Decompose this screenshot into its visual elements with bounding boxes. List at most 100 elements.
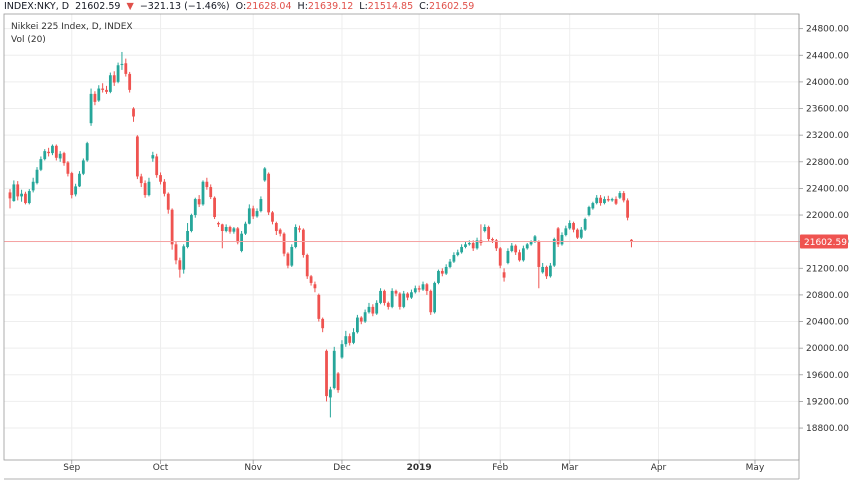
- candle[interactable]: [166, 192, 170, 214]
- candle[interactable]: [205, 177, 209, 190]
- candle[interactable]: [201, 180, 205, 206]
- candle[interactable]: [576, 228, 579, 239]
- candle[interactable]: [186, 223, 189, 249]
- candle[interactable]: [251, 205, 255, 220]
- candle[interactable]: [147, 177, 151, 197]
- candle[interactable]: [494, 238, 498, 251]
- candle[interactable]: [630, 239, 633, 248]
- candle[interactable]: [549, 262, 552, 278]
- candle[interactable]: [460, 244, 464, 254]
- candle[interactable]: [78, 171, 81, 188]
- candle[interactable]: [298, 225, 301, 233]
- candle[interactable]: [398, 292, 402, 310]
- candle[interactable]: [444, 264, 448, 275]
- candle[interactable]: [375, 300, 379, 315]
- y-axis[interactable]: 18800.00 19200.00 19600.00 20000.00 20400.00…: [799, 25, 849, 434]
- candle[interactable]: [8, 189, 12, 209]
- candle[interactable]: [587, 205, 591, 217]
- candle[interactable]: [506, 248, 510, 265]
- candle[interactable]: [332, 346, 336, 390]
- candle[interactable]: [614, 196, 618, 206]
- candle[interactable]: [518, 249, 521, 262]
- candle[interactable]: [595, 195, 599, 205]
- series-legend-title[interactable]: Nikkei 225 Index, D, INDEX: [11, 22, 133, 32]
- candle[interactable]: [491, 237, 494, 243]
- candle[interactable]: [568, 220, 572, 230]
- candle[interactable]: [247, 204, 251, 225]
- candle[interactable]: [383, 289, 386, 306]
- candle[interactable]: [572, 221, 575, 233]
- candle[interactable]: [475, 237, 479, 250]
- candle[interactable]: [545, 265, 548, 279]
- candle[interactable]: [413, 285, 417, 294]
- candle[interactable]: [483, 224, 487, 233]
- candle-series[interactable]: [8, 51, 633, 418]
- candle[interactable]: [626, 198, 629, 221]
- candle[interactable]: [108, 72, 112, 94]
- candle[interactable]: [124, 58, 128, 77]
- candle[interactable]: [433, 281, 436, 314]
- candle[interactable]: [112, 71, 116, 86]
- candle[interactable]: [43, 149, 47, 161]
- candle[interactable]: [213, 196, 216, 220]
- candle[interactable]: [525, 242, 529, 250]
- candle[interactable]: [622, 191, 626, 203]
- candle[interactable]: [170, 208, 174, 250]
- candle[interactable]: [51, 144, 54, 156]
- candle[interactable]: [352, 328, 355, 345]
- candle[interactable]: [406, 292, 409, 301]
- candle[interactable]: [603, 196, 606, 205]
- candle[interactable]: [552, 237, 556, 267]
- candle[interactable]: [328, 386, 332, 418]
- candle[interactable]: [502, 268, 506, 282]
- candle[interactable]: [386, 301, 390, 310]
- candle[interactable]: [610, 197, 614, 202]
- candle[interactable]: [564, 225, 568, 237]
- candle[interactable]: [182, 244, 186, 274]
- candle[interactable]: [348, 333, 352, 346]
- candle[interactable]: [20, 189, 23, 202]
- candle[interactable]: [89, 88, 93, 126]
- candle[interactable]: [155, 153, 159, 178]
- candle[interactable]: [309, 274, 313, 286]
- candle[interactable]: [429, 289, 433, 315]
- candle[interactable]: [425, 282, 429, 295]
- candle[interactable]: [174, 241, 178, 265]
- volume-legend[interactable]: Vol (20): [11, 35, 46, 45]
- candle[interactable]: [514, 244, 518, 255]
- candle[interactable]: [498, 246, 502, 269]
- candle[interactable]: [313, 281, 317, 293]
- candle[interactable]: [487, 225, 491, 242]
- candle[interactable]: [70, 171, 74, 199]
- candle[interactable]: [417, 285, 421, 293]
- candle[interactable]: [259, 196, 263, 213]
- candle[interactable]: [371, 304, 375, 317]
- candle[interactable]: [421, 281, 425, 291]
- candle[interactable]: [27, 189, 31, 205]
- candle[interactable]: [448, 258, 452, 269]
- candle[interactable]: [521, 245, 525, 262]
- candle[interactable]: [336, 372, 340, 393]
- candle[interactable]: [116, 62, 120, 84]
- candle[interactable]: [599, 195, 602, 206]
- candle[interactable]: [197, 195, 201, 208]
- candle[interactable]: [66, 161, 70, 177]
- candle[interactable]: [325, 349, 328, 402]
- candle[interactable]: [190, 213, 193, 233]
- candle[interactable]: [143, 180, 147, 198]
- candle[interactable]: [394, 289, 398, 297]
- candle[interactable]: [560, 232, 564, 246]
- candle[interactable]: [178, 257, 182, 278]
- candle[interactable]: [301, 228, 305, 258]
- candle[interactable]: [58, 151, 62, 162]
- candle[interactable]: [232, 227, 236, 234]
- candle[interactable]: [132, 107, 135, 122]
- candle[interactable]: [510, 242, 514, 253]
- candle[interactable]: [363, 309, 367, 323]
- candle[interactable]: [305, 253, 309, 279]
- candle[interactable]: [556, 227, 560, 247]
- candle[interactable]: [209, 184, 213, 200]
- candle[interactable]: [271, 211, 274, 225]
- candle[interactable]: [62, 151, 66, 166]
- candle[interactable]: [255, 208, 259, 218]
